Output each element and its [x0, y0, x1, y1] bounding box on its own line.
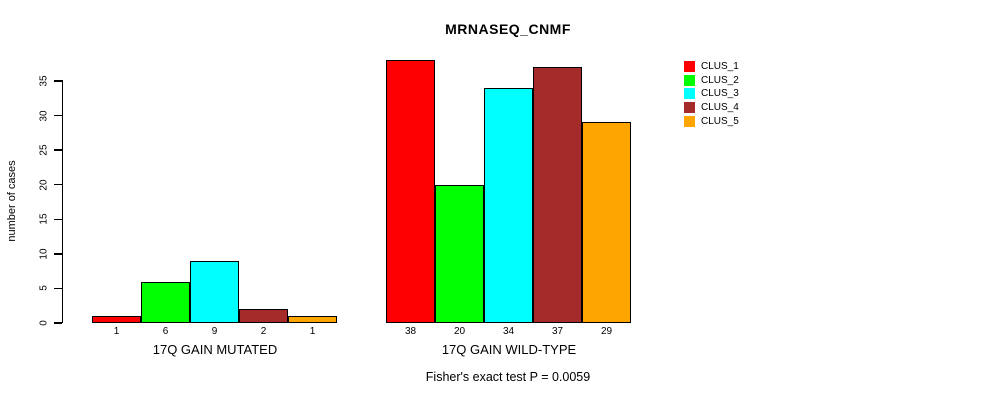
legend-row-clus_5: CLUS_5 [684, 115, 739, 127]
y-tick-label: 30 [38, 110, 50, 122]
legend-label: CLUS_1 [701, 61, 739, 72]
bar-value-label: 1 [309, 326, 316, 337]
legend-row-clus_3: CLUS_3 [684, 88, 739, 100]
chart-title: MRNASEQ_CNMF [445, 21, 571, 37]
legend-row-clus_2: CLUS_2 [684, 74, 739, 86]
legend-label: CLUS_4 [701, 102, 739, 114]
bar-clus_5-group2 [582, 122, 631, 323]
legend-swatch-clus_2 [684, 74, 695, 86]
y-tick [54, 287, 62, 290]
fisher-test-annotation: Fisher's exact test P = 0.0059 [425, 370, 591, 384]
y-tick [54, 322, 62, 324]
y-tick-label: 10 [38, 248, 50, 260]
bar-value-label: 29 [600, 326, 613, 337]
y-tick-label: 15 [38, 213, 50, 225]
legend-swatch-clus_3 [684, 88, 695, 100]
legend-row-clus_4: CLUS_4 [684, 102, 739, 114]
y-tick [54, 183, 62, 186]
group-label-mutated: 17Q GAIN MUTATED [152, 342, 278, 357]
bar-clus_2-group1 [141, 282, 190, 323]
bar-value-label: 1 [113, 326, 120, 337]
y-tick-label: 5 [38, 285, 50, 292]
bar-clus_1-group2 [386, 60, 435, 323]
y-tick-label: 0 [38, 320, 50, 326]
y-tick [54, 253, 62, 255]
bar-clus_4-group2 [533, 67, 582, 323]
legend: CLUS_1 CLUS_2 CLUS_3 CLUS_4 CLUS_5 [684, 61, 739, 129]
legend-label: CLUS_3 [701, 88, 739, 100]
y-tick-label: 20 [38, 179, 50, 191]
y-axis-title: number of cases [6, 160, 18, 242]
bar-value-label: 9 [211, 326, 218, 337]
bar-value-label: 37 [551, 326, 564, 337]
y-tick [54, 149, 62, 151]
y-tick [54, 80, 62, 82]
bar-value-label: 20 [453, 326, 466, 337]
y-axis-line [61, 80, 63, 323]
y-tick-label: 35 [38, 75, 50, 87]
group-label-wildtype: 17Q GAIN WILD-TYPE [441, 342, 577, 357]
legend-swatch-clus_4 [684, 102, 695, 114]
legend-swatch-clus_1 [684, 61, 695, 72]
bar-value-label: 2 [260, 326, 267, 337]
bar-clus_3-group1 [190, 261, 239, 323]
legend-row-clus_1: CLUS_1 [684, 61, 739, 72]
bar-clus_2-group2 [435, 185, 484, 323]
bar-value-label: 38 [404, 326, 417, 337]
bar-value-label: 6 [162, 326, 169, 337]
bar-clus_3-group2 [484, 88, 533, 323]
y-tick [54, 218, 62, 221]
legend-label: CLUS_5 [701, 115, 739, 127]
legend-swatch-clus_5 [684, 115, 695, 127]
bar-value-label: 34 [502, 326, 515, 337]
bar-clus_1-group1 [92, 316, 141, 323]
y-tick [54, 114, 62, 117]
legend-label: CLUS_2 [701, 74, 739, 86]
bar-clus_4-group1 [239, 309, 288, 323]
bar-clus_5-group1 [288, 316, 337, 323]
y-tick-label: 25 [38, 144, 50, 156]
